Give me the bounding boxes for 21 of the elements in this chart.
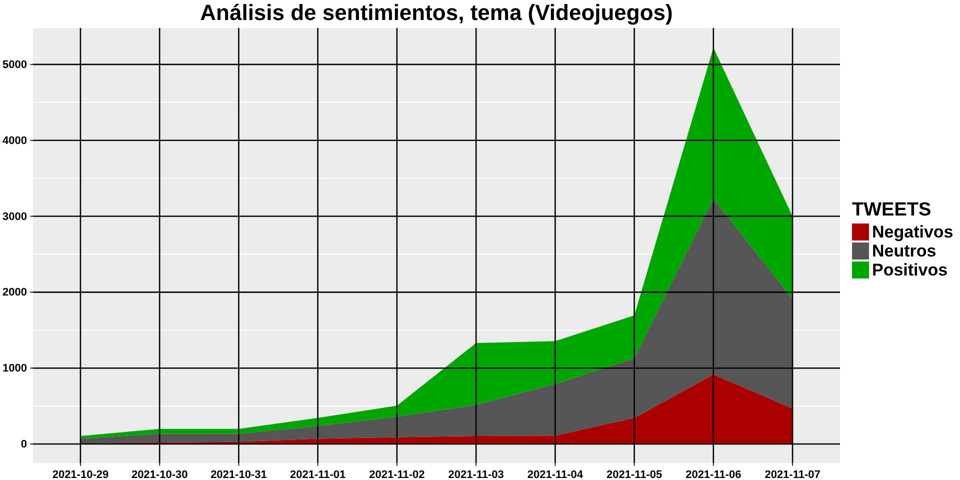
x-tick-label: 2021-10-31 (210, 468, 267, 480)
y-tick-label: 0 (20, 438, 27, 451)
y-tick-label: 4000 (2, 134, 27, 147)
x-tick-label: 2021-11-04 (527, 468, 584, 480)
legend-label: Positivos (872, 260, 948, 280)
x-tick-label: 2021-11-06 (686, 468, 742, 480)
x-tick-label: 2021-11-07 (764, 468, 820, 480)
legend-title: TWEETS (852, 200, 932, 220)
y-tick-label: 2000 (2, 286, 27, 299)
x-tick-label: 2021-10-30 (131, 468, 188, 480)
x-tick-label: 2021-10-29 (52, 468, 109, 480)
x-tick-label: 2021-11-05 (606, 468, 662, 480)
x-tick-label: 2021-11-01 (290, 468, 346, 480)
legend-label: Negativos (872, 222, 954, 242)
chart-title: Análisis de sentimientos, tema (Videojuegos) (200, 0, 673, 25)
x-tick-label: 2021-11-02 (369, 468, 425, 480)
y-tick-label: 1000 (2, 362, 27, 375)
x-tick-label: 2021-11-03 (448, 468, 504, 480)
y-tick-label: 3000 (2, 210, 27, 223)
legend-label: Neutros (872, 242, 936, 260)
y-tick-label: 5000 (2, 58, 27, 71)
